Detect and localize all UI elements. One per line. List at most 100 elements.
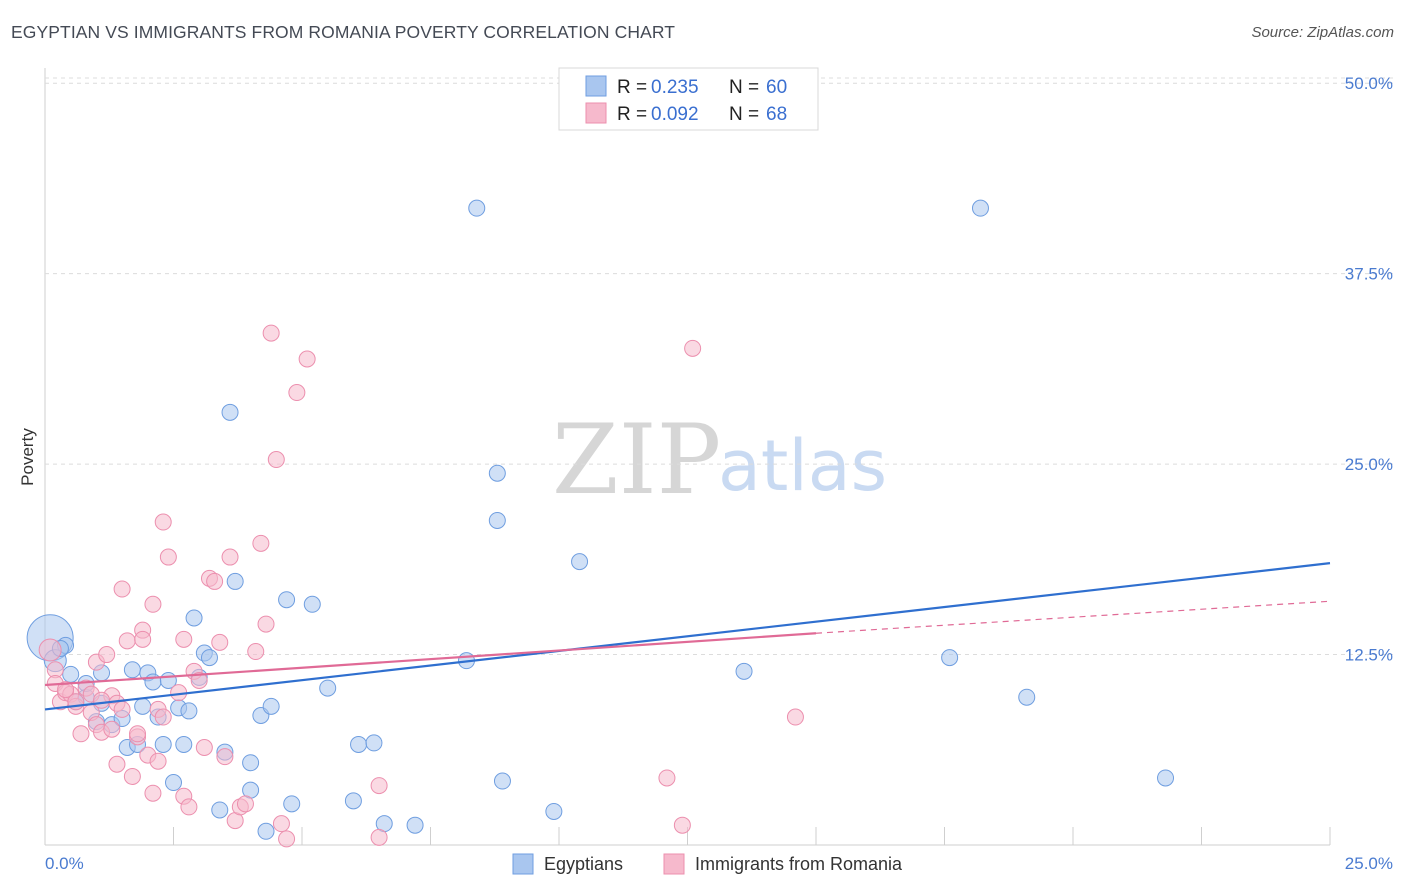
trend-lines bbox=[44, 562, 1331, 711]
romania-point-8 bbox=[72, 725, 90, 743]
legend: R = 0.235 N = 60 R = 0.092 N = 68 bbox=[558, 67, 819, 131]
romania-trend-line bbox=[44, 632, 817, 687]
egyptians-point-15 bbox=[134, 697, 152, 715]
romania-point-41 bbox=[195, 738, 213, 756]
romania-point-18 bbox=[108, 755, 126, 773]
romania-point-54 bbox=[267, 451, 285, 469]
egyptians-point-48 bbox=[468, 199, 486, 217]
romania-point-61 bbox=[658, 769, 676, 787]
romania-point-56 bbox=[278, 830, 296, 848]
legend-r-label-egyptians: R = bbox=[617, 77, 647, 98]
egyptians-point-55 bbox=[941, 649, 959, 667]
romania-point-63 bbox=[684, 339, 702, 357]
romania-point-31 bbox=[149, 752, 167, 770]
romania-point-57 bbox=[288, 384, 306, 402]
bottom-legend: Egyptians Immigrants from Romania bbox=[512, 853, 903, 875]
romania-point-22 bbox=[123, 767, 141, 785]
legend-r-label-romania: R = bbox=[617, 104, 647, 125]
romania-point-14 bbox=[98, 646, 116, 664]
romania-point-59 bbox=[370, 828, 388, 846]
y-tick-label-1: 25.0% bbox=[1345, 455, 1393, 474]
romania-point-33 bbox=[154, 513, 172, 531]
romania-point-58 bbox=[298, 350, 316, 368]
y-tick-label-2: 37.5% bbox=[1345, 265, 1393, 284]
y-tick-label-0: 12.5% bbox=[1345, 646, 1393, 665]
romania-point-43 bbox=[206, 572, 224, 590]
romania-point-49 bbox=[236, 795, 254, 813]
x-tick-label-max: 25.0% bbox=[1345, 854, 1393, 873]
romania-point-16 bbox=[103, 720, 121, 738]
watermark-atlas: atlas bbox=[718, 425, 887, 507]
romania-points bbox=[38, 324, 804, 848]
romania-point-21 bbox=[118, 632, 136, 650]
romania-point-53 bbox=[262, 324, 280, 342]
egyptians-point-28 bbox=[200, 649, 218, 667]
romania-point-20 bbox=[113, 580, 131, 598]
egyptians-point-43 bbox=[350, 735, 368, 753]
source-label: Source: ZipAtlas.com bbox=[1251, 24, 1394, 41]
legend-n-value-romania: 68 bbox=[766, 104, 787, 125]
romania-point-26 bbox=[134, 630, 152, 648]
egyptians-point-41 bbox=[319, 679, 337, 697]
x-tick-label-min: 0.0% bbox=[45, 854, 84, 873]
egyptians-point-56 bbox=[971, 199, 989, 217]
egyptians-point-39 bbox=[283, 795, 301, 813]
egyptians-point-24 bbox=[180, 702, 198, 720]
egyptians-point-25 bbox=[185, 609, 203, 627]
romania-point-51 bbox=[252, 534, 270, 552]
egyptians-point-37 bbox=[262, 697, 280, 715]
y-tick-label-3: 50.0% bbox=[1345, 74, 1393, 93]
egyptians-point-23 bbox=[175, 735, 193, 753]
romania-point-38 bbox=[180, 798, 198, 816]
egyptians-point-51 bbox=[493, 772, 511, 790]
egyptians-point-19 bbox=[154, 735, 172, 753]
romania-point-67 bbox=[93, 691, 111, 709]
egyptians-point-54 bbox=[735, 662, 753, 680]
egyptians-point-29 bbox=[211, 801, 229, 819]
romania-point-0 bbox=[38, 638, 62, 662]
romania-point-50 bbox=[247, 643, 265, 661]
bottom-legend-label-egyptians: Egyptians bbox=[544, 854, 623, 874]
romania-point-24 bbox=[129, 725, 147, 743]
romania-point-40 bbox=[190, 671, 208, 689]
grid-layer bbox=[45, 77, 1393, 656]
egyptians-point-21 bbox=[165, 774, 182, 792]
egyptians-point-32 bbox=[226, 572, 244, 590]
egyptians-point-31 bbox=[221, 403, 239, 421]
egyptians-point-44 bbox=[365, 734, 383, 752]
egyptians-point-57 bbox=[1018, 688, 1036, 706]
legend-n-label-egyptians: N = bbox=[729, 77, 759, 98]
egyptians-trend-line bbox=[44, 562, 1331, 711]
bottom-legend-label-romania: Immigrants from Romania bbox=[695, 854, 903, 874]
egyptians-point-38 bbox=[278, 591, 296, 609]
bottom-legend-swatch-romania bbox=[663, 853, 685, 875]
bottom-legend-swatch-egyptians bbox=[512, 853, 534, 875]
egyptians-point-52 bbox=[545, 802, 563, 820]
egyptians-point-3 bbox=[62, 665, 80, 683]
y-tick-labels: 12.5% 25.0% 37.5% 50.0% bbox=[1345, 74, 1393, 664]
watermark-zip: ZIP bbox=[552, 404, 721, 516]
egyptians-point-42 bbox=[344, 792, 362, 810]
y-axis-label: Poverty bbox=[18, 428, 37, 486]
legend-swatch-egyptians bbox=[585, 75, 607, 97]
romania-point-32 bbox=[154, 708, 172, 726]
x-tick-marks bbox=[44, 827, 1331, 845]
egyptians-point-50 bbox=[488, 511, 506, 529]
romania-point-62 bbox=[673, 816, 691, 834]
legend-r-value-romania: 0.092 bbox=[651, 104, 699, 125]
legend-n-value-egyptians: 60 bbox=[766, 77, 787, 98]
romania-point-34 bbox=[159, 548, 177, 566]
romania-point-28 bbox=[144, 595, 162, 613]
romania-point-44 bbox=[211, 633, 229, 651]
egyptians-point-33 bbox=[242, 754, 260, 772]
egyptians-point-13 bbox=[123, 661, 141, 679]
egyptians-point-46 bbox=[406, 816, 424, 834]
legend-r-value-egyptians: 0.235 bbox=[651, 77, 699, 98]
legend-n-label-romania: N = bbox=[729, 104, 759, 125]
egyptians-point-36 bbox=[257, 822, 275, 840]
egyptians-point-40 bbox=[303, 595, 321, 613]
romania-point-37 bbox=[175, 630, 193, 648]
romania-point-29 bbox=[144, 784, 162, 802]
chart-title: EGYPTIAN VS IMMIGRANTS FROM ROMANIA POVE… bbox=[11, 22, 676, 42]
